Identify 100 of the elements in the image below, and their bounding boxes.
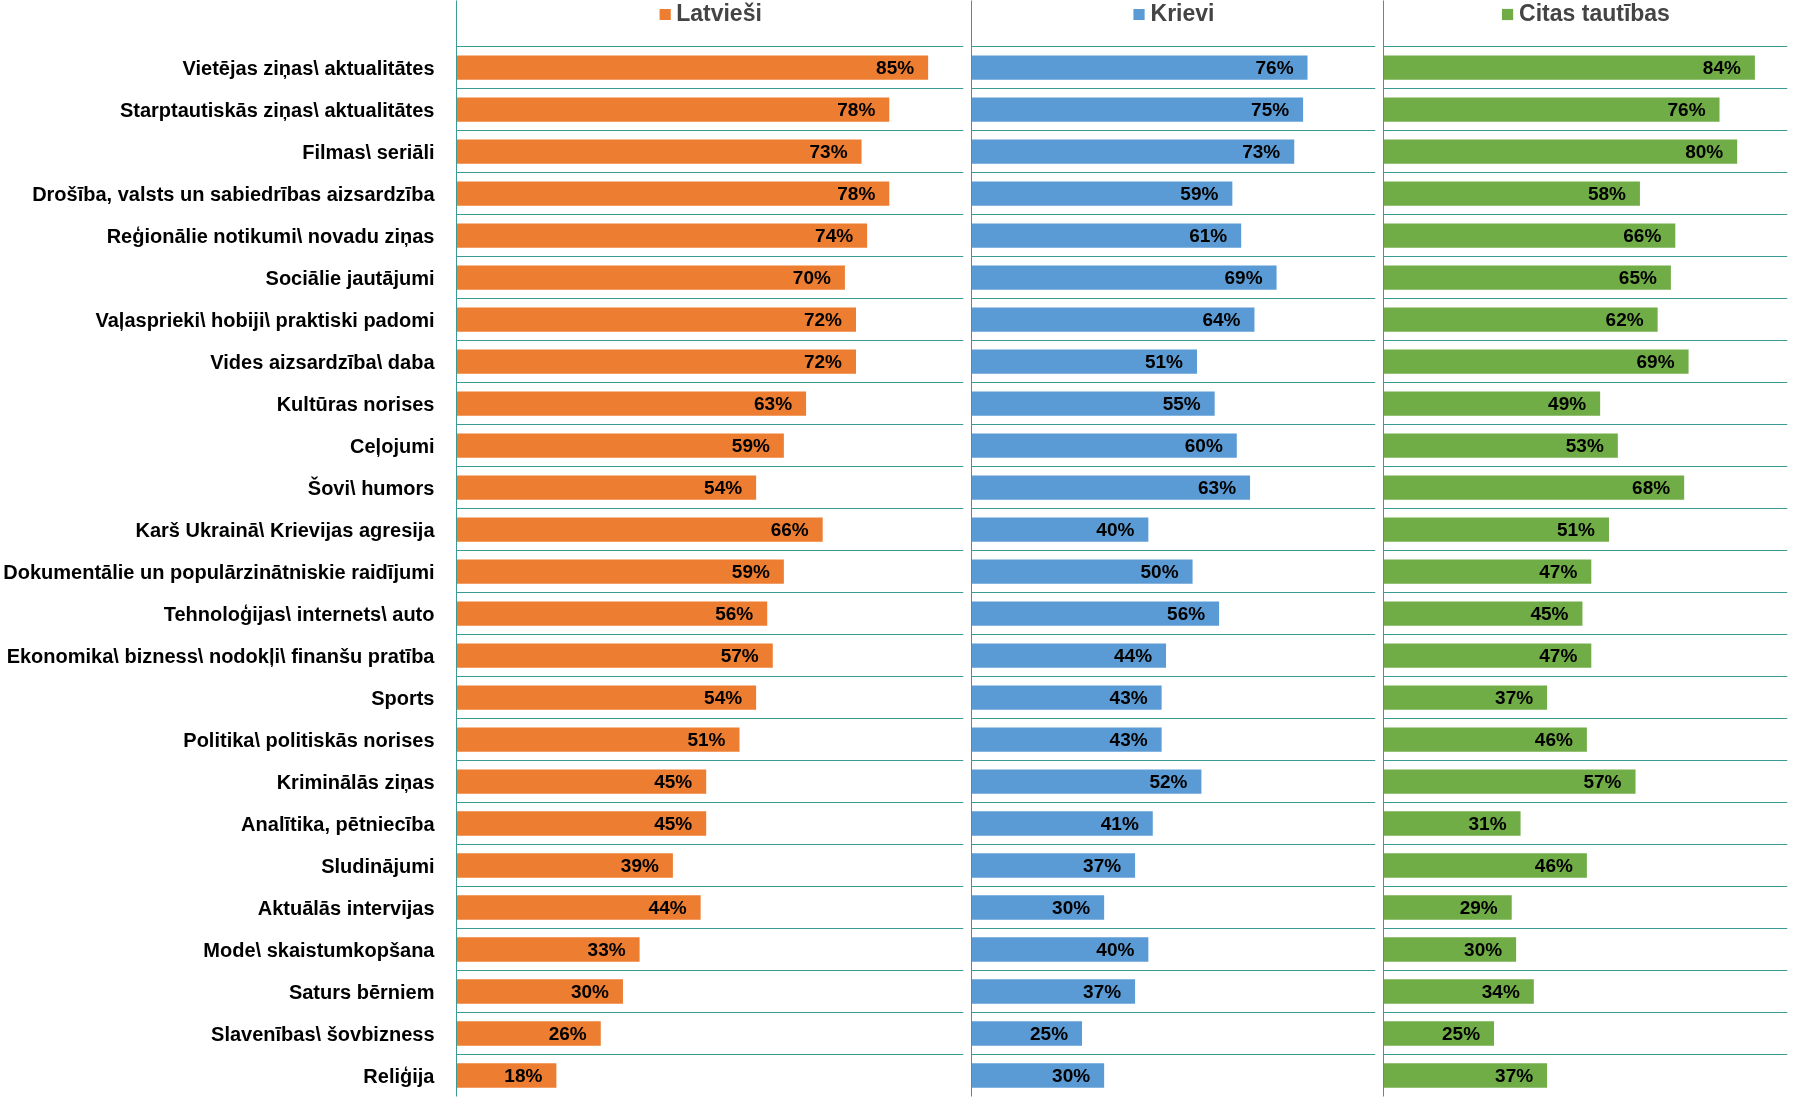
y-tick-label: Kriminālās ziņas <box>276 770 435 793</box>
bar <box>456 265 845 290</box>
data-label: 62% <box>1605 309 1644 331</box>
data-label: 76% <box>1255 57 1294 79</box>
bar <box>1383 727 1587 752</box>
bar <box>1383 265 1671 290</box>
bar <box>971 265 1277 290</box>
bar <box>1383 349 1689 374</box>
bar <box>456 937 640 962</box>
data-label: 55% <box>1162 393 1201 415</box>
data-label: 49% <box>1548 393 1587 415</box>
y-tick-label: Filmas\ seriāli <box>302 140 435 163</box>
data-label: 34% <box>1481 981 1520 1003</box>
data-label: 50% <box>1140 561 1179 583</box>
data-label: 44% <box>1114 645 1153 667</box>
y-tick-label: Politika\ politiskās norises <box>183 728 435 751</box>
data-label: 78% <box>837 99 876 121</box>
data-label: 65% <box>1618 267 1657 289</box>
data-label: 46% <box>1534 729 1573 751</box>
data-label: 69% <box>1636 351 1675 373</box>
y-tick-label: Tehnoloģijas\ internets\ auto <box>163 602 435 625</box>
data-label: 37% <box>1495 687 1534 709</box>
data-label: 25% <box>1442 1023 1481 1045</box>
bar <box>971 223 1242 248</box>
bar <box>971 769 1202 794</box>
y-tick-label: Karš Ukrainā\ Krievijas agresija <box>135 518 436 541</box>
legend-label: Krievi <box>1150 0 1215 27</box>
bar <box>1383 181 1640 206</box>
bar <box>971 937 1149 962</box>
bar <box>456 853 673 878</box>
bar <box>1383 895 1512 920</box>
data-label: 57% <box>1583 771 1622 793</box>
data-label: 58% <box>1587 183 1627 205</box>
bar <box>971 391 1215 416</box>
data-label: 37% <box>1083 981 1122 1003</box>
bar <box>456 769 707 794</box>
bar <box>971 853 1136 878</box>
data-label: 63% <box>1198 477 1237 499</box>
bar <box>1383 937 1517 962</box>
bar <box>971 475 1251 500</box>
bar <box>971 559 1193 584</box>
bar <box>456 55 929 80</box>
data-label: 51% <box>687 729 726 751</box>
y-tick-label: Ekonomika\ bizness\ nodokļi\ finanšu pratība <box>6 644 436 667</box>
data-label: 72% <box>803 309 843 331</box>
y-tick-label: Slavenības\ šovbizness <box>211 1022 435 1045</box>
data-label: 84% <box>1702 57 1741 79</box>
data-label: 31% <box>1468 813 1507 835</box>
bar <box>971 1021 1083 1046</box>
bar <box>971 895 1105 920</box>
bar <box>971 517 1149 542</box>
bar <box>1383 433 1618 458</box>
y-tick-label: Sports <box>371 686 435 709</box>
data-label: 56% <box>1167 603 1206 625</box>
bar <box>1383 223 1676 248</box>
bar <box>1383 853 1587 878</box>
y-tick-label: Aktuālās intervijas <box>257 896 435 919</box>
bar <box>456 979 623 1004</box>
bar <box>456 727 740 752</box>
bar <box>456 685 757 710</box>
bar <box>1383 559 1592 584</box>
data-label: 54% <box>704 477 743 499</box>
bar <box>971 979 1136 1004</box>
data-label: 18% <box>504 1065 543 1086</box>
bar <box>456 433 784 458</box>
bar <box>456 601 768 626</box>
bar <box>456 811 707 836</box>
data-label: 40% <box>1096 519 1135 541</box>
y-tick-label: Sludinājumi <box>321 854 435 877</box>
data-label: 26% <box>548 1023 587 1045</box>
data-label: 75% <box>1251 99 1290 121</box>
data-label: 41% <box>1100 813 1139 835</box>
data-label: 37% <box>1083 855 1122 877</box>
bar <box>1383 391 1601 416</box>
bar <box>1383 517 1609 542</box>
bar <box>1383 643 1592 668</box>
data-label: 56% <box>715 603 754 625</box>
data-label: 39% <box>620 855 659 877</box>
data-label: 30% <box>570 981 610 1003</box>
data-label: 43% <box>1109 729 1148 751</box>
data-label: 29% <box>1459 897 1498 919</box>
data-label: 45% <box>1530 603 1569 625</box>
bar <box>456 517 823 542</box>
y-tick-label: Saturs bērniem <box>288 980 435 1003</box>
data-label: 44% <box>648 897 687 919</box>
bar <box>1383 1063 1548 1088</box>
y-tick-label: Kultūras norises <box>276 392 435 415</box>
bar <box>971 181 1233 206</box>
y-tick-label: Vietējas ziņas\ aktualitātes <box>182 56 435 79</box>
bar <box>456 559 784 584</box>
data-label: 51% <box>1144 351 1184 373</box>
data-label: 70% <box>792 267 832 289</box>
bar <box>456 223 868 248</box>
bar <box>1383 139 1738 164</box>
data-label: 45% <box>654 813 693 835</box>
data-label: 40% <box>1096 939 1135 961</box>
y-tick-label: Vides aizsardzība\ daba <box>210 350 436 373</box>
bar <box>1383 55 1755 80</box>
y-tick-label: Drošība, valsts un sabiedrības aizsardzība <box>32 182 436 205</box>
y-tick-label: Šovi\ humors <box>307 475 435 499</box>
